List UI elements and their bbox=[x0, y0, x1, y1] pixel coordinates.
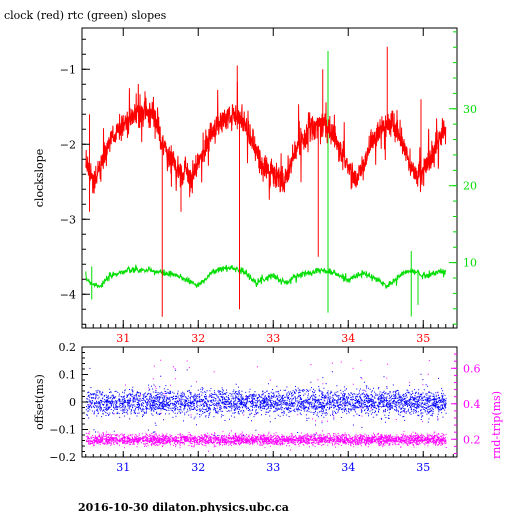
top-ytick-label-3: −4 bbox=[60, 288, 76, 301]
bot-xtick-label-0: 31 bbox=[116, 461, 130, 474]
top-xtick-label-0: 31 bbox=[116, 332, 130, 345]
bottom-axis-ticks: 31 32 33 34 35 0.2 0.1 0 −0.1 −0.2 0.6 0.4 0.2 bbox=[49, 341, 480, 474]
top-panel: 31 32 33 34 35 −1 −2 −3 −4 30 20 10 bbox=[60, 27, 477, 345]
top-y2tick-label-0: 30 bbox=[463, 103, 477, 116]
series-rtc-line bbox=[85, 264, 447, 289]
top-ytick-label-0: −1 bbox=[60, 63, 76, 76]
bot-xtick-label-2: 33 bbox=[266, 461, 280, 474]
bot-ytick-label-2: 0 bbox=[69, 396, 76, 409]
bot-ytick-label-4: −0.2 bbox=[49, 451, 76, 464]
footer-text: 2016-10-30 dilaton.physics.ubc.ca bbox=[78, 501, 289, 512]
chart-title: clock (red) rtc (green) slopes bbox=[4, 9, 167, 22]
top-y2tick-label-1: 20 bbox=[463, 180, 477, 193]
top-xtick-label-1: 32 bbox=[191, 332, 205, 345]
top-ytick-label-2: −3 bbox=[60, 213, 76, 226]
bot-xtick-label-4: 35 bbox=[416, 461, 430, 474]
ylabel-rnd-trip: rnd-trip(ms) bbox=[490, 391, 503, 459]
ylabel-offset: offset(ms) bbox=[33, 374, 46, 430]
top-xtick-label-2: 33 bbox=[266, 332, 280, 345]
ylabel-clockslope: clockslope bbox=[33, 149, 46, 207]
bot-xtick-label-1: 32 bbox=[191, 461, 205, 474]
bot-ytick-label-0: 0.2 bbox=[59, 341, 77, 354]
top-xtick-label-4: 35 bbox=[416, 332, 430, 345]
series-clock-line bbox=[85, 81, 447, 200]
bot-ytick-label-1: 0.1 bbox=[59, 369, 77, 382]
top-axis-ticks: 31 32 33 34 35 −1 −2 −3 −4 30 20 10 bbox=[60, 28, 477, 345]
bottom-series-layer bbox=[85, 359, 447, 452]
bottom-panel: 31 32 33 34 35 0.2 0.1 0 −0.1 −0.2 0.6 0.4 0.2 bbox=[49, 341, 480, 474]
bot-y2tick-label-1: 0.4 bbox=[463, 398, 481, 411]
bot-xtick-label-3: 34 bbox=[341, 461, 355, 474]
top-plot-frame bbox=[81, 27, 458, 329]
series-rnd-trip-points bbox=[85, 359, 447, 452]
top-series-layer bbox=[85, 46, 447, 317]
top-ytick-label-1: −2 bbox=[60, 138, 76, 151]
bot-ytick-label-3: −0.1 bbox=[49, 424, 76, 437]
bot-y2tick-label-0: 0.6 bbox=[463, 362, 481, 375]
series-offset-points bbox=[85, 367, 447, 437]
bot-y2tick-label-2: 0.2 bbox=[463, 433, 481, 446]
top-xtick-label-3: 34 bbox=[341, 332, 355, 345]
top-y2tick-label-2: 10 bbox=[463, 257, 477, 270]
